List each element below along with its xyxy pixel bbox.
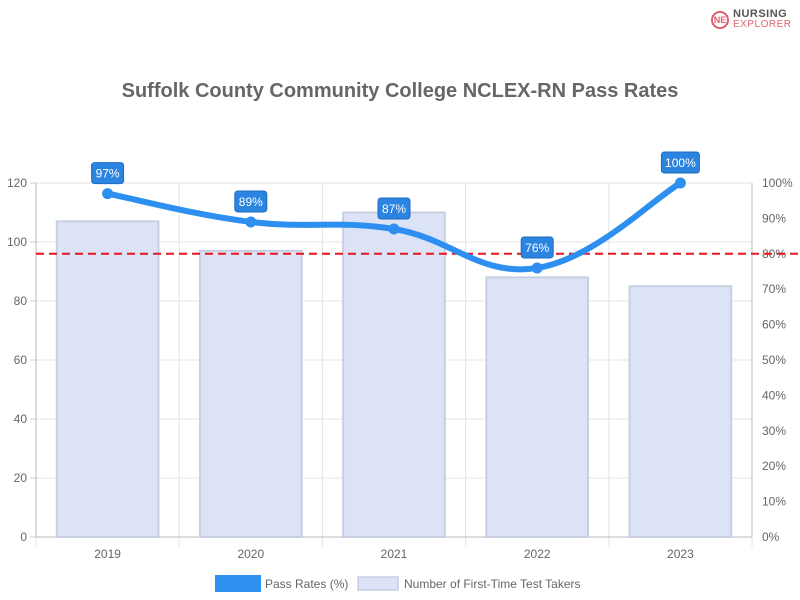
right-tick-label: 80%	[762, 247, 786, 261]
right-tick-label: 0%	[762, 530, 780, 544]
data-label: 97%	[96, 167, 120, 181]
bar-2020	[198, 249, 303, 538]
data-label-box	[234, 190, 268, 213]
x-tick-label: 2021	[381, 547, 408, 561]
right-tick-label: 10%	[762, 495, 786, 509]
data-label: 100%	[665, 156, 696, 170]
pass-rate-point-2020	[245, 216, 257, 228]
right-tick-label: 30%	[762, 424, 786, 438]
logo-line2: EXPLORER	[733, 19, 792, 30]
logo-line1: NURSING	[733, 8, 788, 20]
bar-2021	[342, 211, 446, 538]
bar-2023	[628, 285, 733, 538]
left-tick-label: 100	[7, 235, 27, 249]
bar-2019	[55, 220, 160, 538]
left-tick-label: 80	[14, 294, 28, 308]
legend-swatch-test-takers	[357, 576, 399, 591]
data-label: 89%	[239, 195, 263, 209]
right-tick-label: 50%	[762, 353, 786, 367]
data-label-box	[91, 162, 125, 185]
x-tick-label: 2019	[94, 547, 121, 561]
nursing-explorer-logo: NE NURSING EXPLORER	[711, 9, 791, 30]
left-tick-label: 20	[14, 471, 28, 485]
left-tick-label: 60	[14, 353, 28, 367]
x-tick-label: 2022	[524, 547, 551, 561]
right-tick-label: 20%	[762, 459, 786, 473]
chart-title: Suffolk County Community College NCLEX-R…	[121, 80, 679, 102]
right-tick-label: 60%	[762, 318, 786, 332]
left-tick-label: 120	[7, 176, 27, 190]
pass-rate-point-2021	[388, 223, 400, 235]
legend-swatch-pass-rates	[215, 575, 261, 592]
x-tick-label: 2023	[667, 547, 694, 561]
pass-rate-point-2019	[102, 188, 114, 200]
logo-icon: NE	[711, 10, 729, 29]
x-tick-label: 2020	[237, 547, 264, 561]
right-tick-label: 40%	[762, 388, 786, 402]
legend-label-test-takers: Number of First-Time Test Takers	[404, 577, 580, 591]
right-tick-label: 70%	[762, 282, 786, 296]
right-tick-label: 100%	[762, 176, 793, 190]
pass-rate-point-2022	[531, 262, 543, 274]
data-label-box	[377, 197, 411, 220]
right-tick-label: 90%	[762, 211, 786, 225]
left-tick-label: 40	[14, 412, 28, 426]
left-tick-label: 0	[20, 530, 27, 544]
data-label: 87%	[382, 202, 406, 216]
legend-label-pass-rates: Pass Rates (%)	[265, 577, 348, 591]
data-label-box	[660, 151, 700, 174]
bar-2022	[485, 276, 590, 538]
pass-rate-point-2023	[674, 177, 686, 189]
data-label: 76%	[525, 241, 549, 255]
data-label-box	[520, 236, 554, 259]
